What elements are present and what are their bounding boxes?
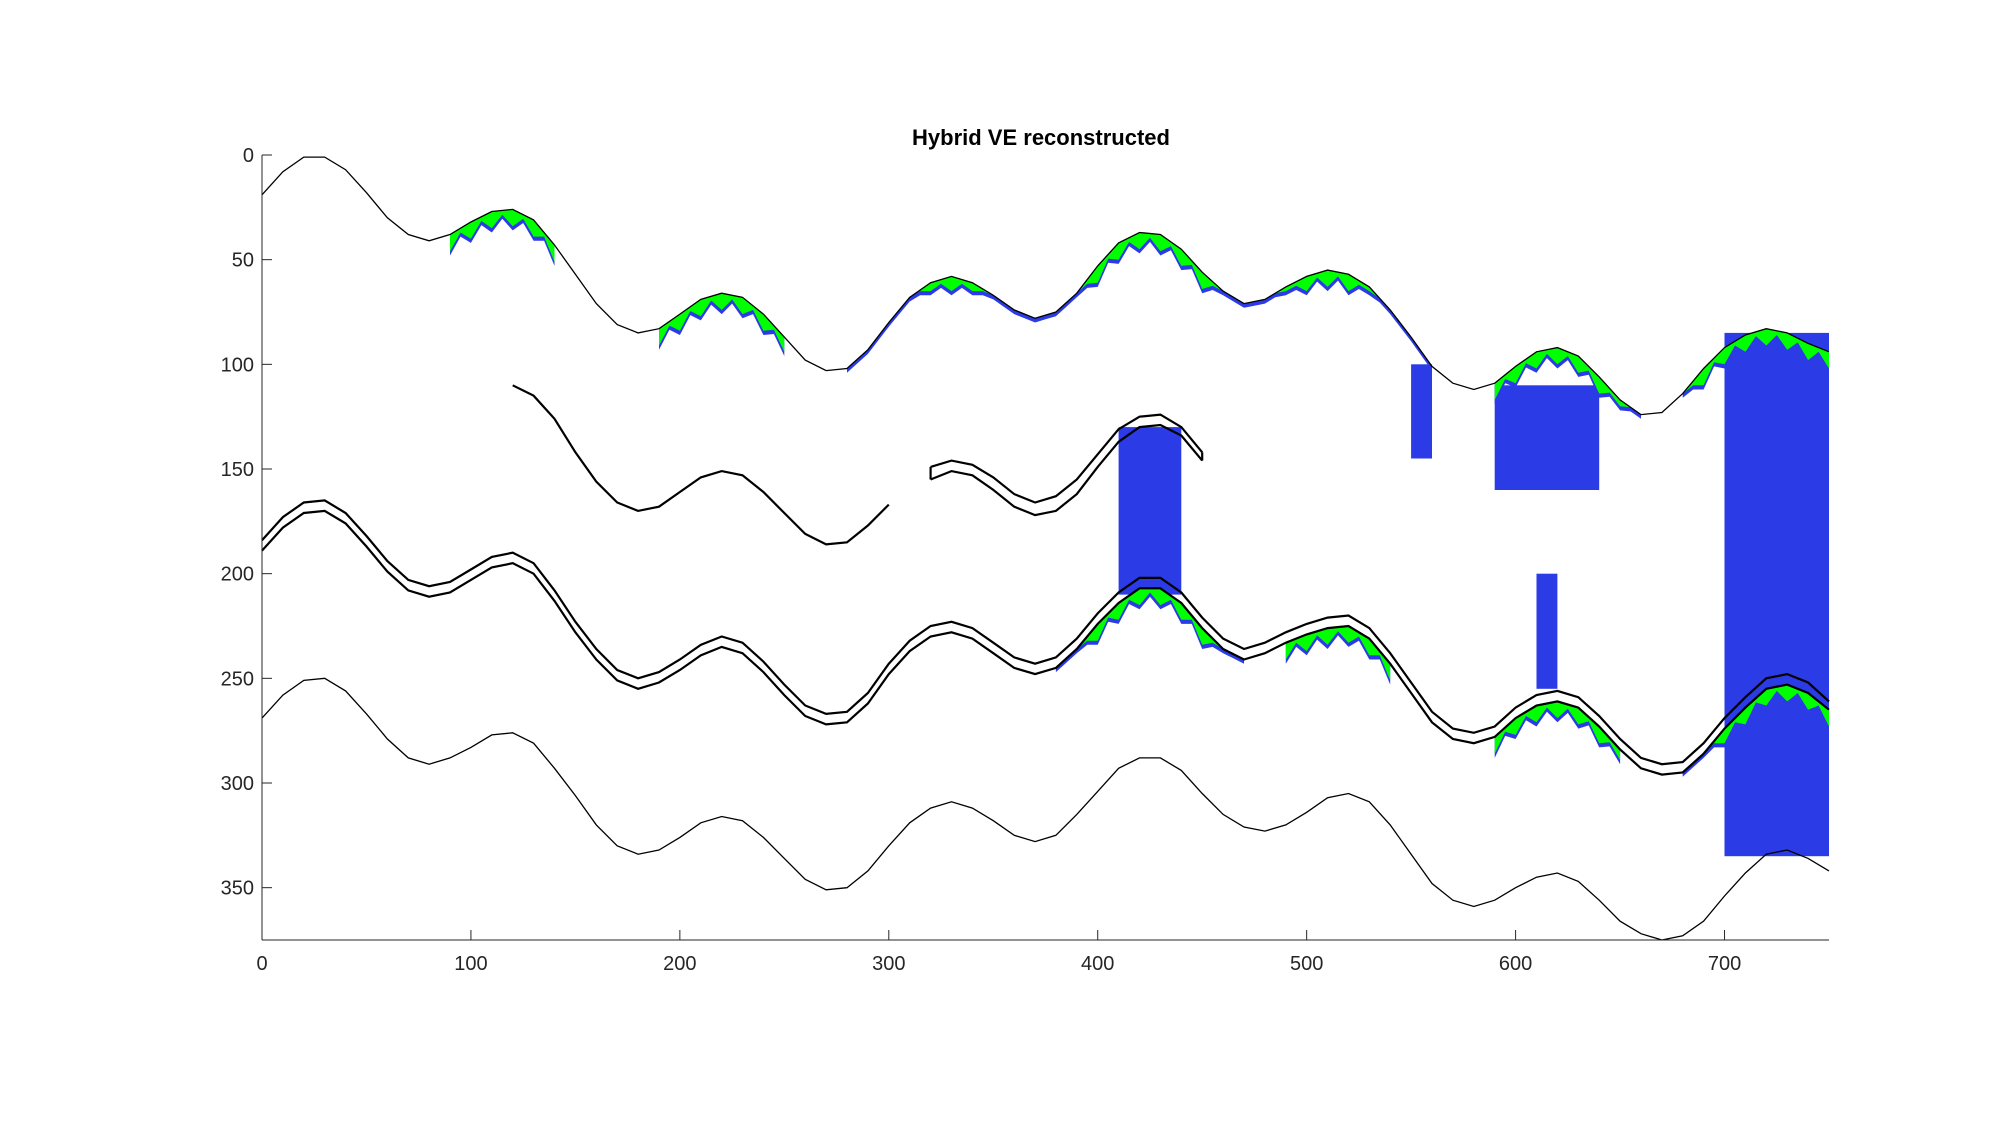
co2-plume: [659, 293, 785, 352]
residual-co2-column: [1724, 332, 1829, 857]
y-tick-label: 300: [221, 773, 254, 795]
co2-plume: [1494, 701, 1621, 760]
co2-plume: [1682, 328, 1829, 394]
x-tick-label: 600: [1499, 953, 1532, 975]
interface-line-layer-3-top: [261, 499, 1830, 766]
axes: 0 100 200 300 400 500 600 700 0 50 100 150 200 250 300…: [221, 145, 1829, 975]
x-tick-label: 700: [1708, 953, 1741, 975]
y-tick-label: 250: [221, 668, 254, 690]
co2-plume: [1494, 347, 1641, 415]
interface-lines: [261, 156, 1830, 941]
residual-co2-fringe: [1682, 684, 1829, 777]
x-tick-label: 100: [454, 953, 487, 975]
x-tick-label: 0: [256, 953, 267, 975]
interface-line-layer-3-bottom: [261, 509, 1830, 776]
interface-line-layer-2-block-bottom: [930, 423, 1204, 517]
interface-line-layer-2-block-top: [930, 413, 1204, 504]
y-tick-label: 100: [221, 354, 254, 376]
interface-line-bottom-boundary: [261, 677, 1830, 941]
y-tick-label: 200: [221, 564, 254, 586]
x-tick-label: 300: [872, 953, 905, 975]
chart-title: Hybrid VE reconstructed: [912, 125, 1170, 150]
x-tick-label: 400: [1081, 953, 1114, 975]
residual-co2-column: [1536, 573, 1558, 689]
co2-plume: [1285, 626, 1391, 681]
residual-co2-column: [1118, 427, 1182, 595]
co2-plume: [450, 209, 555, 262]
x-tick-label: 500: [1290, 953, 1323, 975]
x-tick-label: 200: [663, 953, 696, 975]
y-tick-label: 350: [221, 878, 254, 900]
interface-line-layer-2-top: [512, 384, 890, 546]
co2-plume: [1682, 684, 1829, 773]
residual-co2-layer: [1118, 332, 1829, 857]
y-tick-label: 50: [232, 250, 254, 272]
residual-co2-column: [1411, 364, 1432, 459]
residual-co2-column: [1494, 385, 1600, 490]
y-tick-label: 150: [221, 459, 254, 481]
y-tick-label: 0: [243, 145, 254, 167]
interface-line-layer-surface-top: [261, 156, 1830, 416]
